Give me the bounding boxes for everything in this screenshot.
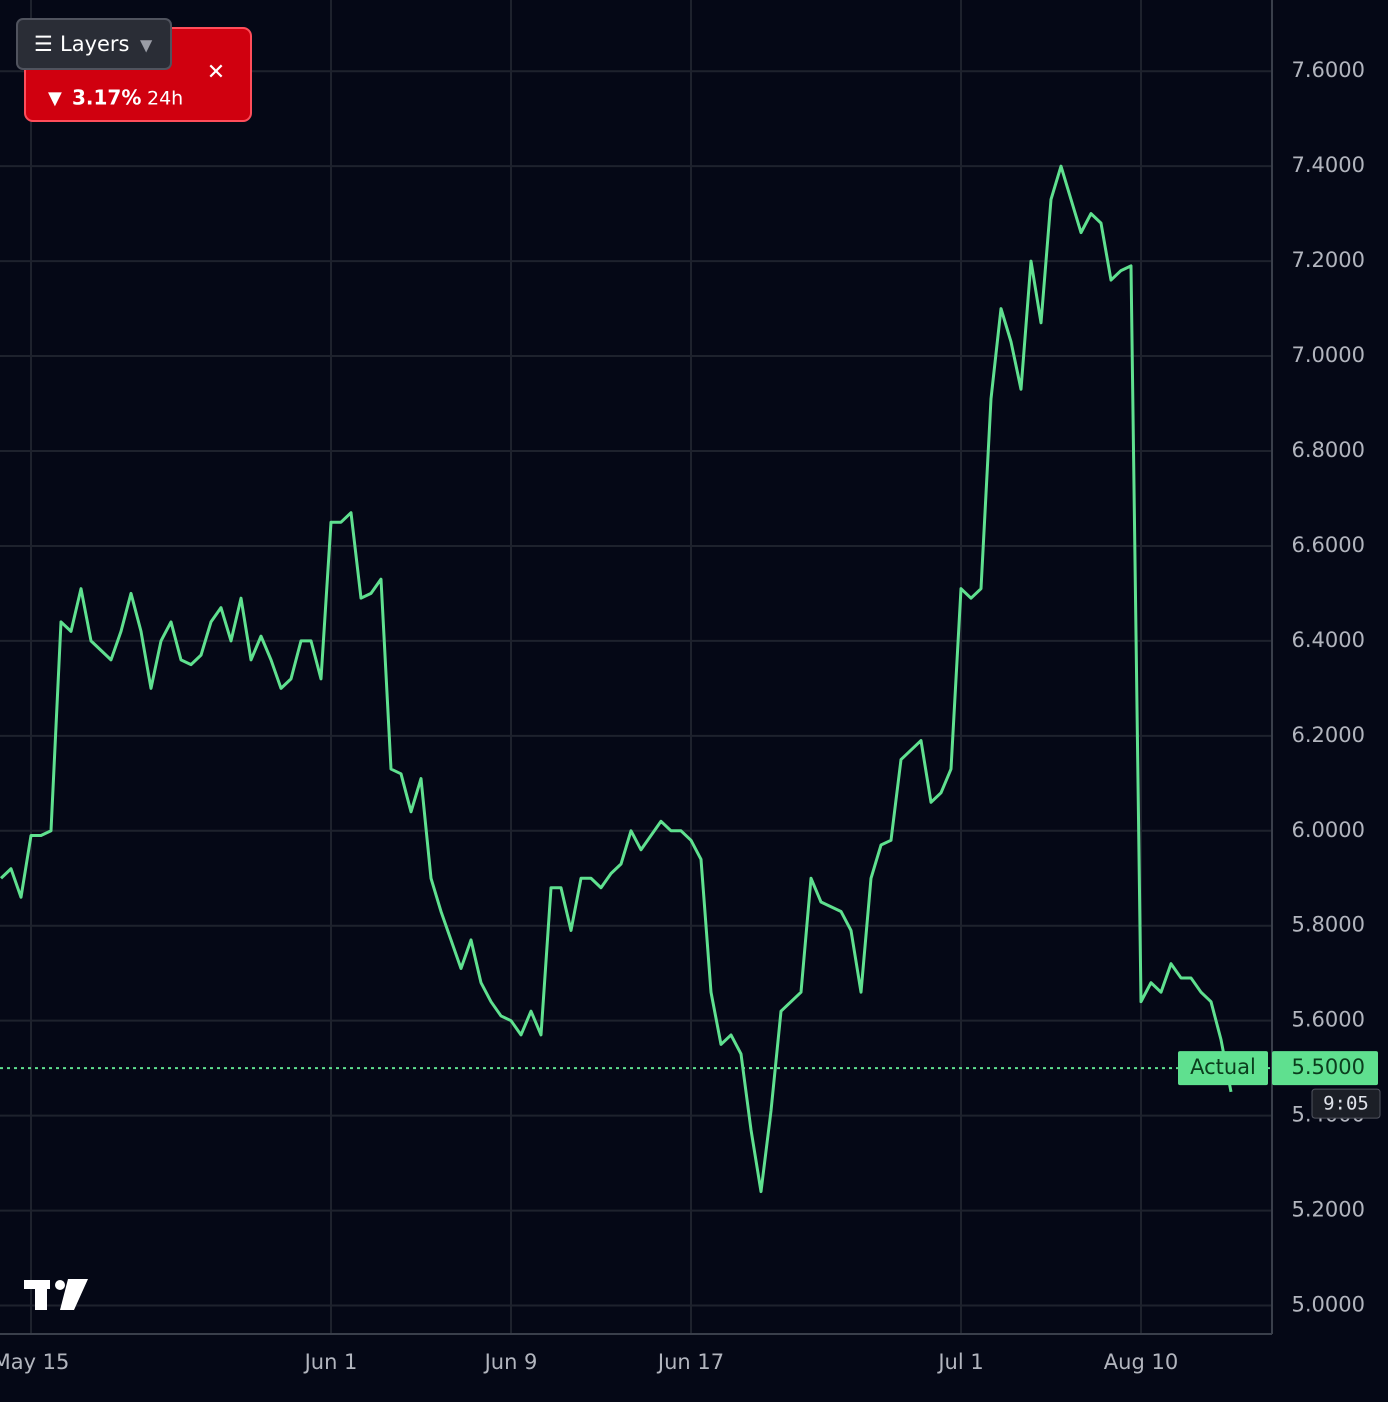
y-tick-label: 7.4000 — [1292, 153, 1365, 177]
badge-period: 24h — [147, 88, 183, 110]
y-tick-label: 6.2000 — [1292, 723, 1365, 747]
y-tick-label: 7.0000 — [1292, 343, 1365, 367]
y-tick-label: 6.0000 — [1292, 818, 1365, 842]
layers-box[interactable] — [16, 18, 172, 70]
price-tag-box — [1272, 1051, 1378, 1086]
plot — [0, 164, 1233, 1194]
y-tick-label: 7.6000 — [1292, 58, 1365, 82]
y-tick-label: 5.8000 — [1292, 913, 1365, 937]
x-tick-label: Jun 17 — [656, 1350, 724, 1374]
x-tick-label: Aug 10 — [1104, 1350, 1178, 1374]
tv-logo — [24, 1279, 88, 1310]
price-line — [0, 164, 1233, 1194]
y-tick-label: 5.0000 — [1292, 1293, 1365, 1317]
y-tick-label: 6.4000 — [1292, 628, 1365, 652]
price-tag: 5.5000 — [1292, 1055, 1365, 1079]
y-tick-label: 5.2000 — [1292, 1198, 1365, 1222]
y-tick-label: 6.6000 — [1292, 533, 1365, 557]
current-label: Actual — [1190, 1055, 1256, 1079]
current-label-box — [1178, 1051, 1268, 1086]
y-tick-label: 5.6000 — [1292, 1008, 1365, 1032]
countdown: 9:05 — [1323, 1093, 1369, 1115]
layers-button[interactable]: ☰ Layers ▼ — [16, 18, 172, 70]
x-tick-label: May 15 — [0, 1350, 69, 1374]
x-tick-label: Jun 1 — [303, 1350, 358, 1374]
x-tick-label: Jun 9 — [483, 1350, 538, 1374]
down-arrow: ▼ — [48, 88, 62, 109]
close-button[interactable]: ✕ — [207, 60, 225, 85]
countdown-box — [1311, 1088, 1381, 1119]
menu-icon: ☰ — [34, 32, 53, 56]
dropdown-arrow: ▼ — [140, 36, 153, 55]
axis-labels: 5.00005.20005.40005.60005.80006.00006.20… — [0, 58, 1365, 1374]
current-price: Actual 5.5000 9:05 — [0, 1051, 1381, 1119]
layers-label[interactable]: Layers — [60, 32, 130, 56]
x-tick-label: Jul 1 — [936, 1350, 983, 1374]
y-tick-label: 6.8000 — [1292, 438, 1365, 462]
badge-change: 3.17% — [72, 86, 141, 110]
y-tick-label: 7.2000 — [1292, 248, 1365, 272]
